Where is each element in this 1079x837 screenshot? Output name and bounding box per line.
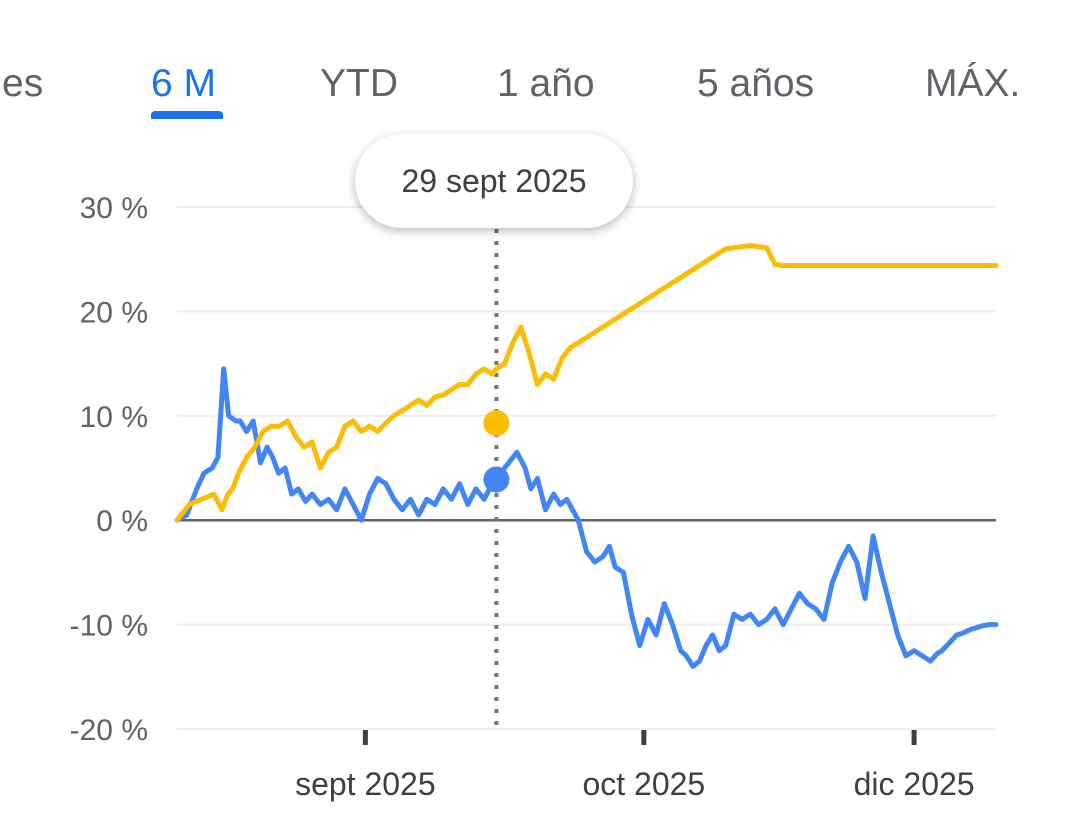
tab-6-m[interactable]: 6 M [151,62,217,105]
cursor-dot-1 [483,410,510,437]
range-tabs: es 6 M YTD 1 año 5 años MÁX. [0,0,1079,140]
cursor-dot-0 [483,466,510,493]
x-tick-label: dic 2025 [854,766,975,802]
x-axis: sept 2025 oct 2025 dic 2025 [295,730,975,802]
x-tick-label: sept 2025 [295,766,436,802]
series-line-1 [174,243,999,523]
chart-grid [177,206,996,730]
cursor-dots [483,410,510,493]
y-tick-label: 20 % [80,296,148,329]
tooltip-date: 29 sept 2025 [401,162,587,199]
y-tick-label: -10 % [70,610,148,643]
series-lines [174,243,999,669]
date-tooltip: 29 sept 2025 [355,134,633,228]
active-tab-indicator [151,111,223,119]
y-axis: 30 % 20 % 10 % 0 % -10 % -20 % [70,192,148,747]
y-tick-label: 0 % [96,505,148,538]
y-tick-label: -20 % [70,714,148,747]
tab-max[interactable]: MÁX. [925,62,1021,105]
tab-1-ano[interactable]: 1 año [497,62,595,105]
tab-5-anos[interactable]: 5 años [697,62,815,105]
x-tick-label: oct 2025 [582,766,705,802]
tab-1-mes[interactable]: es [2,62,44,105]
series-line-0 [174,366,999,669]
y-tick-label: 30 % [80,192,148,225]
tab-ytd[interactable]: YTD [320,62,398,105]
y-tick-label: 10 % [80,401,148,434]
